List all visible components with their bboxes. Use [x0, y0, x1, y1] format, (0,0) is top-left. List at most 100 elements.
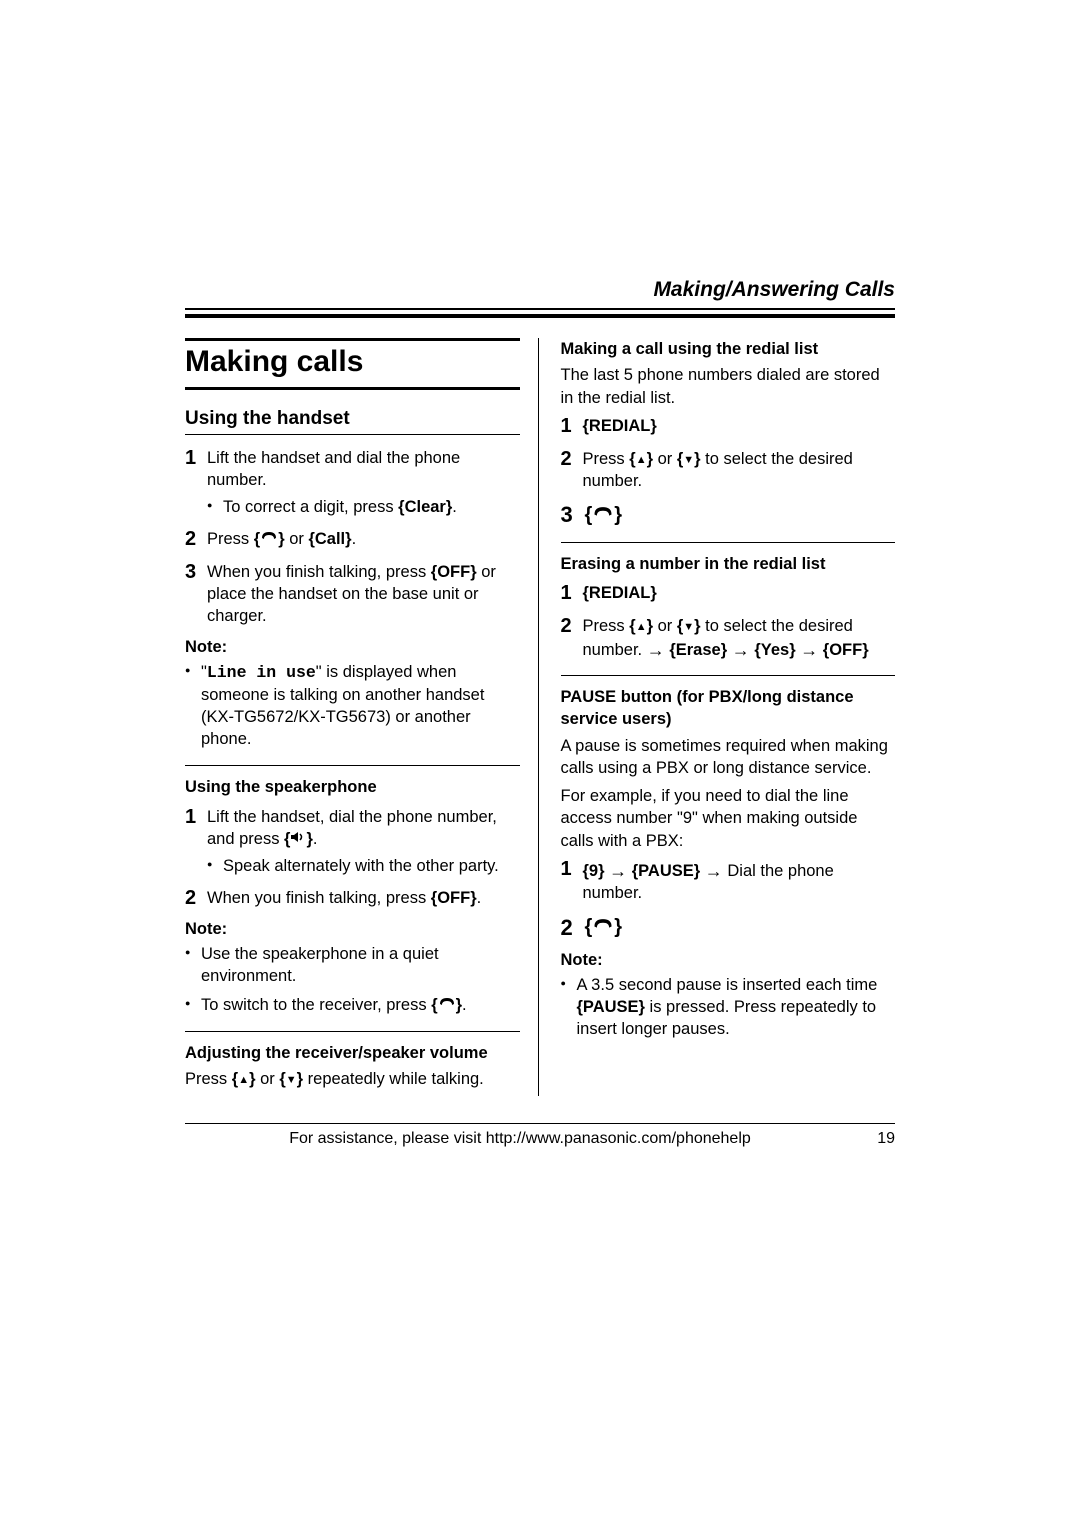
footer-text: For assistance, please visit http://www.…: [185, 1130, 855, 1148]
speakerphone-head: Using the speakerphone: [185, 776, 520, 798]
subhead-using-handset: Using the handset: [185, 408, 520, 435]
pause-p2: For example, if you need to dial the lin…: [561, 785, 896, 852]
page-number: 19: [855, 1130, 895, 1148]
step-body: When you finish talking, press {OFF} or …: [207, 561, 520, 628]
step-number: 2: [185, 887, 207, 910]
off-button-label: OFF: [437, 563, 470, 581]
text: Use the speakerphone in a quiet environm…: [201, 943, 520, 988]
note-label-3: Note:: [561, 951, 896, 970]
text: repeatedly while talking.: [303, 1070, 484, 1088]
left-column: Making calls Using the handset 1 Lift th…: [185, 338, 539, 1096]
erase-head: Erasing a number in the redial list: [561, 553, 896, 575]
text: When you finish talking, press: [207, 563, 431, 581]
step-body: {REDIAL}: [583, 415, 896, 437]
step-body: Press {} or {Call}.: [207, 528, 520, 551]
off-button-label: OFF: [829, 641, 862, 659]
chapter-header: Making/Answering Calls: [185, 278, 895, 310]
erase-step-2: 2 Press {▲} or {▼} to select the desired…: [561, 615, 896, 662]
pause-step-1: 1 {9} → {PAUSE} → Dial the phone number.: [561, 858, 896, 905]
clear-button-label: Clear: [405, 498, 446, 516]
redial-button-label: REDIAL: [589, 584, 650, 602]
step-body: {9} → {PAUSE} → Dial the phone number.: [583, 858, 896, 905]
bullet-dot: [185, 661, 201, 682]
note-label: Note:: [185, 638, 520, 657]
speaker-sub-bullet: Speak alternately with the other party.: [207, 855, 520, 877]
step-number: 2: [561, 915, 585, 941]
handset-step-2: 2 Press {} or {Call}.: [185, 528, 520, 551]
redial-step-3: 3 {}: [561, 502, 896, 528]
text: Press: [185, 1070, 232, 1088]
step-number: 1: [185, 806, 207, 829]
step-body: {REDIAL}: [583, 582, 896, 604]
note1-bullet: "Line in use" is displayed when someone …: [185, 661, 520, 751]
up-icon: ▲: [238, 1074, 249, 1086]
speaker-step-2: 2 When you finish talking, press {OFF}.: [185, 887, 520, 910]
text: Press: [207, 530, 254, 548]
sub-bullet-text: To correct a digit, press {Clear}.: [223, 496, 520, 518]
text: To correct a digit, press: [223, 498, 398, 516]
bullet-dot: [561, 974, 577, 995]
step-body: When you finish talking, press {OFF}.: [207, 887, 520, 909]
text: A 3.5 second pause is inserted each time: [577, 976, 878, 994]
redial-button-label: REDIAL: [589, 417, 650, 435]
handset-step-3: 3 When you finish talking, press {OFF} o…: [185, 561, 520, 628]
redial-intro: The last 5 phone numbers dialed are stor…: [561, 364, 896, 409]
step-body: Press {▲} or {▼} to select the desired n…: [583, 448, 896, 493]
step-body: Lift the handset and dial the phone numb…: [207, 447, 520, 518]
step-body: Lift the handset, dial the phone number,…: [207, 806, 520, 877]
step-number: 1: [561, 582, 583, 605]
step-number: 3: [561, 502, 585, 528]
step1-sub-bullet: To correct a digit, press {Clear}.: [207, 496, 520, 518]
nine-button-label: 9: [589, 862, 598, 880]
page-footer: For assistance, please visit http://www.…: [185, 1123, 895, 1148]
handset-step-1: 1 Lift the handset and dial the phone nu…: [185, 447, 520, 518]
pause-step-2: 2 {}: [561, 915, 896, 941]
bullet-dot: [207, 496, 223, 517]
text: Lift the handset, dial the phone number,…: [207, 808, 497, 848]
text: Press: [583, 617, 630, 635]
divider: [561, 675, 896, 676]
speaker-step-1: 1 Lift the handset, dial the phone numbe…: [185, 806, 520, 877]
yes-button-label: Yes: [761, 641, 789, 659]
note-label-2: Note:: [185, 920, 520, 939]
right-column: Making a call using the redial list The …: [561, 338, 896, 1096]
pause-button-label: PAUSE: [638, 862, 694, 880]
step-number: 2: [561, 615, 583, 638]
step-number: 1: [561, 415, 583, 438]
text: Press: [583, 450, 630, 468]
bullet-dot: [185, 943, 201, 964]
down-icon: ▼: [683, 454, 694, 466]
divider: [185, 1031, 520, 1032]
talk-icon: [592, 503, 614, 526]
text: or: [653, 450, 677, 468]
off-button-label: OFF: [437, 889, 470, 907]
text: When you finish talking, press: [207, 889, 431, 907]
text: or: [653, 617, 677, 635]
content-columns: Making calls Using the handset 1 Lift th…: [185, 338, 895, 1096]
note2-b1: Use the speakerphone in a quiet environm…: [185, 943, 520, 988]
talk-icon: [592, 915, 614, 938]
step-number: 1: [561, 858, 583, 881]
note3-b1: A 3.5 second pause is inserted each time…: [561, 974, 896, 1041]
erase-button-label: Erase: [676, 641, 721, 659]
down-icon: ▼: [683, 621, 694, 633]
speaker-icon: [290, 828, 306, 850]
erase-step-1: 1 {REDIAL}: [561, 582, 896, 605]
title-rule: [185, 387, 520, 390]
step-number: 1: [185, 447, 207, 470]
volume-text: Press {▲} or {▼} repeatedly while talkin…: [185, 1068, 520, 1090]
talk-icon: [260, 527, 278, 549]
step-text: Lift the handset and dial the phone numb…: [207, 449, 460, 489]
redial-step-1: 1 {REDIAL}: [561, 415, 896, 438]
step-number: 3: [185, 561, 207, 584]
text: Speak alternately with the other party.: [223, 855, 520, 877]
up-icon: ▲: [636, 454, 647, 466]
pause-button-label: PAUSE: [583, 998, 639, 1016]
main-title: Making calls: [185, 338, 520, 387]
text: To switch to the receiver, press {}.: [201, 994, 520, 1017]
text: To switch to the receiver, press: [201, 996, 431, 1014]
call-button-label: Call: [315, 530, 345, 548]
text: or: [256, 1070, 280, 1088]
text: or: [285, 530, 309, 548]
talk-icon: [438, 993, 456, 1015]
